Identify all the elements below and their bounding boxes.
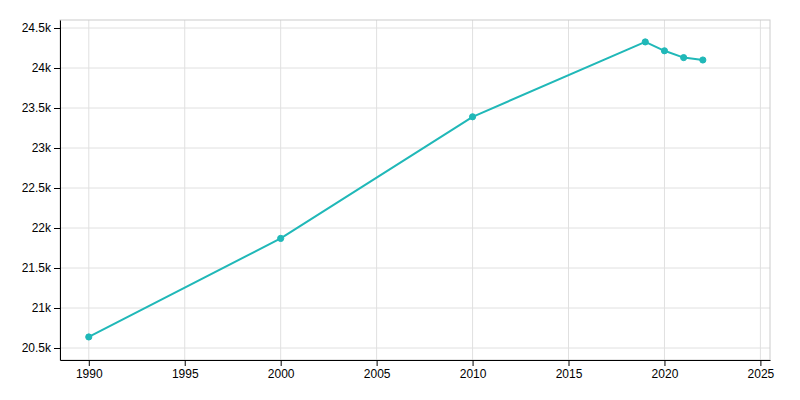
marks [86, 39, 706, 340]
y-tick-mark [54, 348, 60, 349]
grid-line-x [568, 20, 569, 360]
y-tick: 23k [32, 141, 60, 155]
y-tick: 24k [32, 61, 60, 75]
y-tick-mark [54, 68, 60, 69]
x-tick-label: 2020 [652, 367, 679, 381]
point [700, 57, 706, 63]
grid-line-y [60, 148, 770, 149]
x-tick: 2020 [652, 360, 679, 381]
grid-line-x [184, 20, 185, 360]
x-tick: 2010 [460, 360, 487, 381]
x-tick-mark [377, 360, 378, 366]
y-axis: 20.5k 21k 21.5k 22k 22.5k 23k 23.5k 24k 24.5k [22, 21, 61, 361]
grid-line-y [60, 228, 770, 229]
x-tick-label: 2010 [460, 367, 487, 381]
y-axis-line [60, 21, 61, 361]
y-tick: 22k [32, 221, 60, 235]
y-tick-mark [54, 108, 60, 109]
x-tick-mark [664, 360, 665, 366]
y-tick: 21k [32, 301, 60, 315]
grid-line-x [472, 20, 473, 360]
grid-line-y [60, 68, 770, 69]
grid-line-x [376, 20, 377, 360]
x-tick-mark [760, 360, 761, 366]
y-tick: 23.5k [22, 101, 60, 115]
x-tick-label: 2025 [748, 367, 775, 381]
x-tick: 2015 [556, 360, 583, 381]
point [681, 55, 687, 61]
grid-line-y [60, 268, 770, 269]
y-tick-label: 21.5k [22, 261, 52, 275]
y-tick-label: 24.5k [22, 21, 52, 35]
x-tick-label: 2015 [556, 367, 583, 381]
x-tick-mark [569, 360, 570, 366]
plot-root: 1990 1995 2000 2005 2010 2015 2020 2025 20.5k 21k… [22, 20, 775, 381]
x-tick: 1995 [172, 360, 199, 381]
grid [60, 20, 770, 360]
grid-line-x [760, 20, 761, 360]
chart: 1990 1995 2000 2005 2010 2015 2020 2025 20.5k 21k… [0, 0, 800, 400]
plot-frame [60, 20, 770, 360]
y-tick-label: 23k [32, 141, 52, 155]
x-axis: 1990 1995 2000 2005 2010 2015 2020 2025 [61, 360, 775, 381]
y-tick-label: 24k [32, 61, 52, 75]
x-tick-mark [281, 360, 282, 366]
x-tick: 2000 [268, 360, 295, 381]
y-tick-label: 20.5k [22, 341, 52, 355]
y-tick-mark [54, 28, 60, 29]
y-tick-mark [54, 188, 60, 189]
point [86, 334, 92, 340]
x-tick-mark [185, 360, 186, 366]
y-tick-mark [54, 228, 60, 229]
x-tick: 2025 [748, 360, 775, 381]
grid-line-y [60, 28, 770, 29]
x-tick: 2005 [364, 360, 391, 381]
y-tick-mark [54, 268, 60, 269]
line [89, 42, 703, 337]
x-tick-label: 1990 [76, 367, 103, 381]
grid-line-y [60, 188, 770, 189]
y-tick: 20.5k [22, 341, 60, 355]
point [661, 48, 667, 54]
y-tick: 21.5k [22, 261, 60, 275]
y-tick: 22.5k [22, 181, 60, 195]
point [642, 39, 648, 45]
x-tick-mark [473, 360, 474, 366]
grid-line-x [88, 20, 89, 360]
grid-line-x [664, 20, 665, 360]
point [469, 114, 475, 120]
y-tick-label: 22k [32, 221, 52, 235]
x-tick-label: 2005 [364, 367, 391, 381]
x-axis-line [61, 360, 771, 361]
x-tick: 1990 [76, 360, 103, 381]
point [278, 235, 284, 241]
grid-line-y [60, 348, 770, 349]
grid-line-y [60, 308, 770, 309]
y-tick: 24.5k [22, 21, 60, 35]
y-tick-label: 22.5k [22, 181, 52, 195]
grid-line-y [60, 108, 770, 109]
y-tick-mark [54, 308, 60, 309]
y-tick-label: 23.5k [22, 101, 52, 115]
grid-line-x [280, 20, 281, 360]
y-tick-mark [54, 148, 60, 149]
x-tick-label: 2000 [268, 367, 295, 381]
x-tick-label: 1995 [172, 367, 199, 381]
x-tick-mark [89, 360, 90, 366]
y-tick-label: 21k [32, 301, 52, 315]
